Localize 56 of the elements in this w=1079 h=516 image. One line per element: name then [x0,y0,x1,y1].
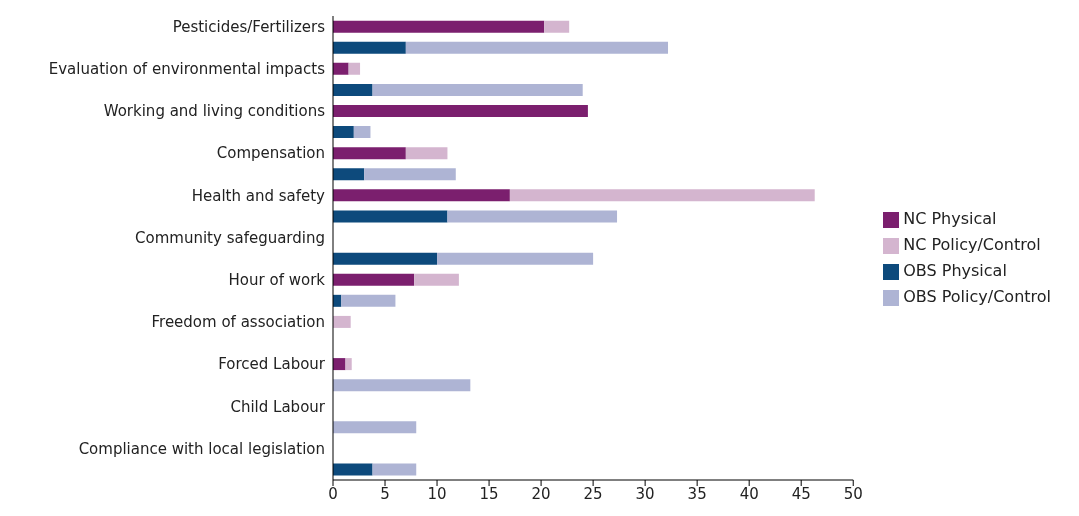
legend-label: OBS Physical [903,261,1007,280]
bar [447,210,618,223]
y-tick-label: Health and safety [191,186,326,205]
bar [333,126,354,139]
legend-label: NC Physical [903,209,997,228]
bar [333,421,417,434]
legend-label: NC Policy/Control [903,235,1041,254]
bar [341,294,396,307]
bar [372,83,583,96]
x-tick-label: 5 [380,484,390,503]
x-tick-label: 25 [583,484,603,503]
bar [414,273,459,286]
bar [333,210,448,223]
bar [437,252,594,265]
bar [333,189,510,202]
bar [544,20,570,33]
x-tick-label: 50 [843,484,863,503]
x-tick-label: 0 [328,484,338,503]
bar [353,126,371,139]
bar [405,41,669,54]
x-tick-label: 35 [687,484,707,503]
bar [333,105,588,117]
x-tick-label: 45 [791,484,811,503]
x-tick-label: 15 [479,484,499,503]
bar [333,315,351,328]
bar [333,168,365,181]
y-tick-label: Compensation [216,144,325,163]
bar [345,358,352,371]
bar [333,41,406,54]
bar [333,147,406,160]
y-tick-label: Working and living conditions [103,102,326,121]
bar [333,379,471,392]
bar [333,83,373,96]
y-tick-label: Freedom of association [151,313,325,332]
bar [333,273,415,286]
legend-label: OBS Policy/Control [903,287,1051,306]
y-tick-label: Forced Labour [218,355,326,374]
x-tick-label: 30 [635,484,655,503]
bar [364,168,456,181]
y-tick-label: Child Labour [230,397,326,416]
x-tick-label: 20 [531,484,551,503]
bar [333,20,545,33]
bar [372,463,417,476]
bar [348,62,361,75]
x-tick-label: 40 [739,484,759,503]
bar [333,62,349,75]
bar [405,147,448,160]
bar [509,189,815,202]
y-tick-label: Compliance with local legislation [78,439,325,458]
y-tick-label: Evaluation of environmental impacts [48,60,326,79]
bar [333,252,438,265]
y-tick-label: Hour of work [228,270,326,289]
x-tick-label: 10 [427,484,447,503]
bar [333,463,373,476]
y-tick-label: Pesticides/Fertilizers [172,17,326,36]
y-tick-label: Community safeguarding [135,228,325,247]
